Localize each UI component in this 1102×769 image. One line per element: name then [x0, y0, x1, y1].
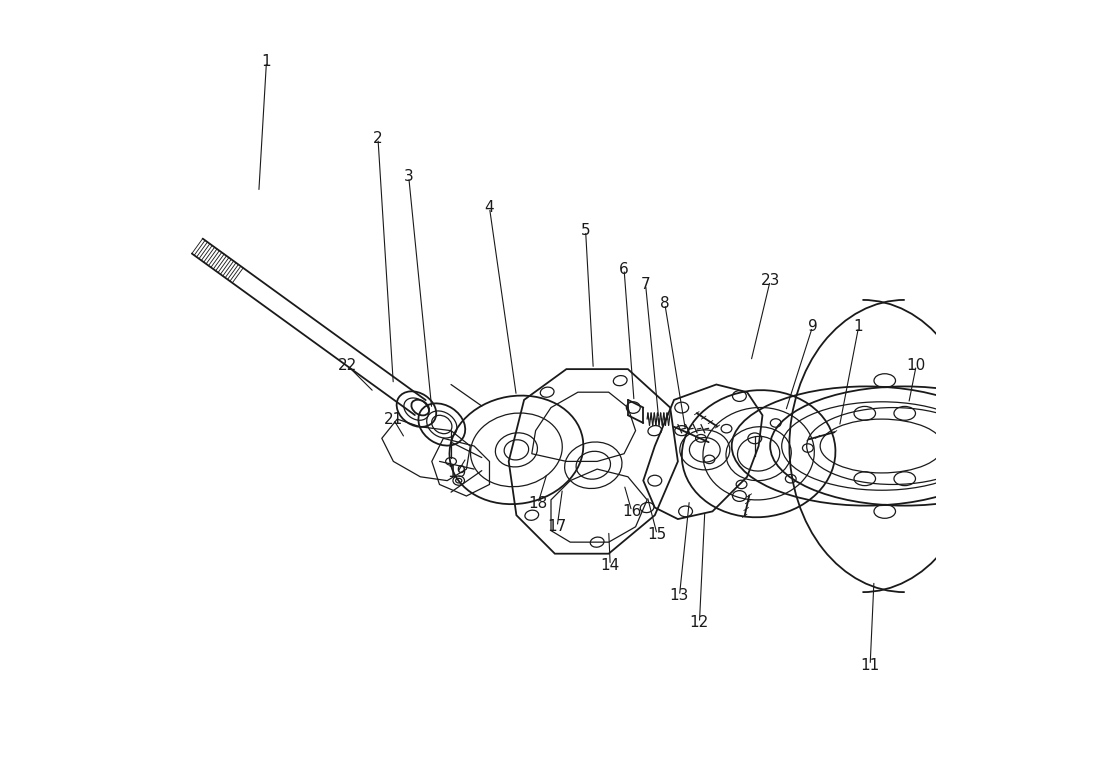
Text: 19: 19 [447, 465, 467, 481]
Text: 5: 5 [581, 223, 591, 238]
Text: 1: 1 [854, 319, 863, 335]
Text: 18: 18 [528, 496, 548, 511]
Text: 16: 16 [622, 504, 641, 519]
Text: 8: 8 [660, 296, 670, 311]
Text: 1: 1 [261, 54, 271, 69]
Text: 14: 14 [601, 558, 619, 573]
Text: 10: 10 [907, 358, 926, 373]
Text: 12: 12 [690, 615, 709, 631]
Text: 23: 23 [760, 273, 780, 288]
Text: 9: 9 [808, 319, 818, 335]
Text: 15: 15 [648, 527, 667, 542]
Text: 17: 17 [548, 519, 566, 534]
Text: 13: 13 [670, 588, 689, 604]
Text: 7: 7 [640, 277, 650, 292]
Text: 11: 11 [861, 657, 879, 673]
Text: 3: 3 [403, 169, 413, 185]
Text: 2: 2 [374, 131, 382, 146]
Text: 4: 4 [485, 200, 495, 215]
Text: 22: 22 [337, 358, 357, 373]
Text: 21: 21 [383, 411, 403, 427]
Text: 6: 6 [619, 261, 629, 277]
